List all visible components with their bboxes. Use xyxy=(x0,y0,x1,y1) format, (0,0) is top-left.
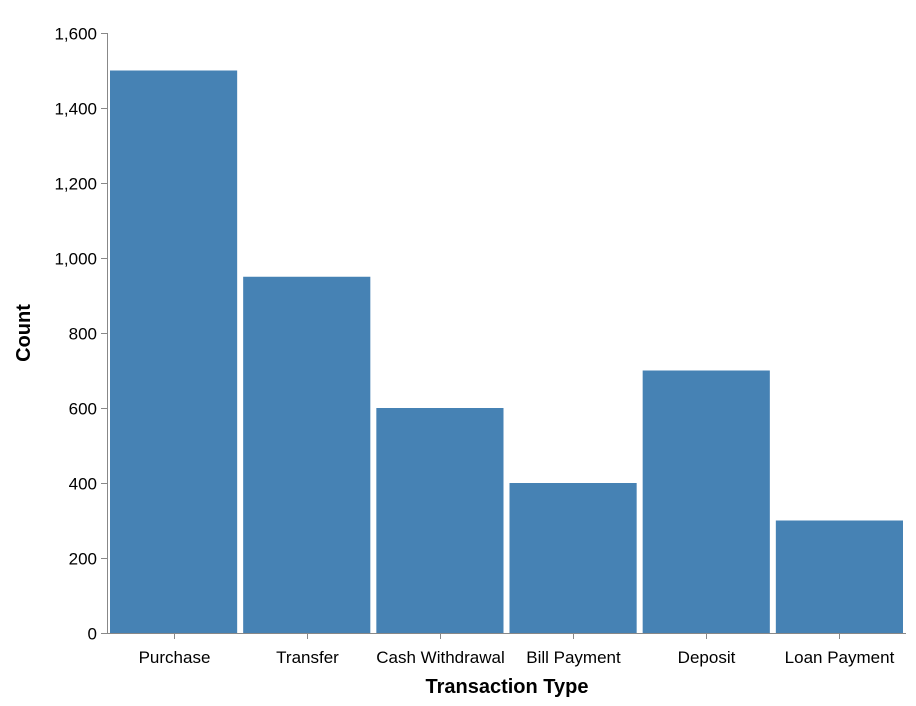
x-axis-title: Transaction Type xyxy=(425,676,588,698)
y-tick-label: 0 xyxy=(88,625,97,644)
x-tick-label-cash-withdrawal: Cash Withdrawal xyxy=(376,648,505,667)
y-tick-label: 400 xyxy=(69,475,97,494)
x-tick-label-deposit: Deposit xyxy=(678,648,736,667)
x-tick-label-purchase: Purchase xyxy=(139,648,211,667)
x-tick-label-transfer: Transfer xyxy=(276,648,339,667)
bars-group xyxy=(110,70,903,633)
x-tick-label-loan-payment: Loan Payment xyxy=(785,648,895,667)
y-tick-label: 200 xyxy=(69,550,97,569)
bar-deposit xyxy=(642,370,770,633)
y-axis-title: Count xyxy=(13,304,35,362)
bar-loan-payment xyxy=(775,520,903,633)
y-tick-label: 600 xyxy=(69,400,97,419)
y-tick-label: 800 xyxy=(69,325,97,344)
x-axis: Purchase Transfer Cash Withdrawal Bill Paym… xyxy=(107,633,906,667)
bar-bill-payment xyxy=(509,483,637,633)
y-tick-label: 1,600 xyxy=(54,25,97,44)
x-tick-label-bill-payment: Bill Payment xyxy=(526,648,621,667)
y-axis: 0 200 400 600 800 1,000 1,200 1,400 1,600 xyxy=(54,25,108,644)
bar-purchase xyxy=(110,70,238,633)
y-tick-label: 1,400 xyxy=(54,100,97,119)
y-tick-label: 1,200 xyxy=(54,175,97,194)
bar-cash-withdrawal xyxy=(376,408,504,633)
y-tick-label: 1,000 xyxy=(54,250,97,269)
bar-transfer xyxy=(243,276,371,633)
